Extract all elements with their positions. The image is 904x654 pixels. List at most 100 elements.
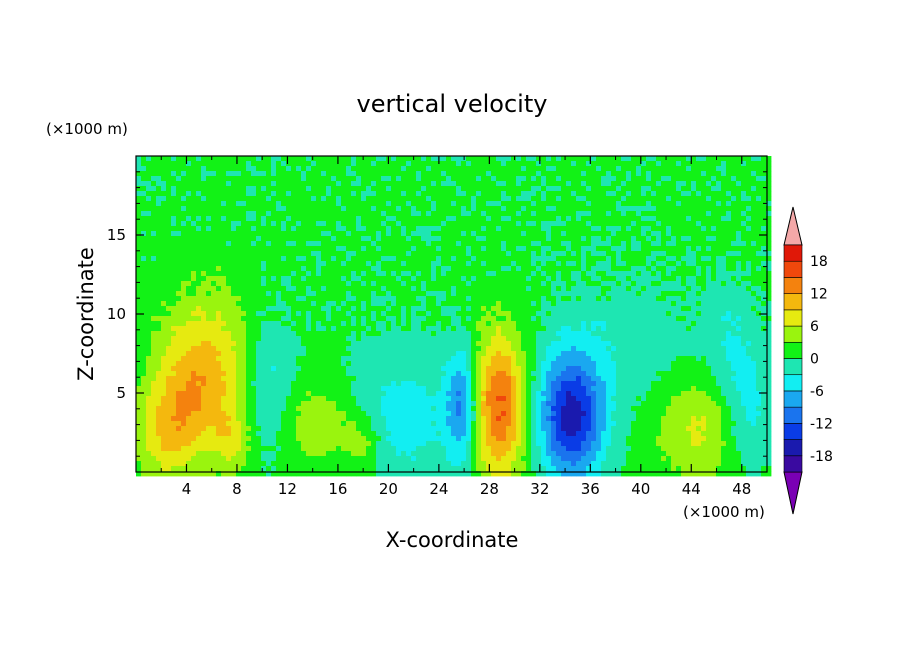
contour-cell [531, 341, 537, 347]
contour-cell [326, 346, 332, 352]
contour-cell [191, 226, 197, 232]
contour-cell [601, 331, 607, 337]
contour-cell [626, 336, 632, 342]
contour-cell [341, 171, 347, 177]
contour-cell [226, 201, 232, 207]
contour-cell [161, 311, 167, 317]
contour-cell [151, 246, 157, 252]
contour-cell [566, 276, 572, 282]
contour-cell [426, 281, 432, 287]
contour-cell [446, 296, 452, 302]
contour-cell [426, 176, 432, 182]
contour-cell [431, 291, 437, 297]
contour-cell [281, 236, 287, 242]
contour-cell [166, 241, 172, 247]
contour-cell [601, 261, 607, 267]
contour-cell [481, 206, 487, 212]
contour-cell [576, 281, 582, 287]
contour-cell [766, 256, 772, 262]
contour-cell [471, 216, 477, 222]
contour-cell [316, 321, 322, 327]
contour-cell [376, 301, 382, 307]
contour-cell [141, 291, 147, 297]
contour-cell [321, 286, 327, 292]
contour-cell [641, 341, 647, 347]
contour-cell [461, 161, 467, 167]
contour-cell [426, 166, 432, 172]
contour-cell [351, 226, 357, 232]
contour-cell [306, 186, 312, 192]
contour-cell [331, 211, 337, 217]
contour-cell [171, 236, 177, 242]
contour-cell [211, 276, 217, 282]
contour-cell [156, 181, 162, 187]
contour-cell [676, 161, 682, 167]
contour-cell [266, 241, 272, 247]
contour-cell [436, 171, 442, 177]
contour-cell [641, 326, 647, 332]
contour-cell [731, 266, 737, 272]
contour-cell [336, 346, 342, 352]
contour-cell [601, 181, 607, 187]
contour-cell [176, 171, 182, 177]
contour-cell [686, 191, 692, 197]
contour-cell [286, 181, 292, 187]
contour-cell [641, 291, 647, 297]
contour-cell [381, 166, 387, 172]
contour-cell [506, 331, 512, 337]
contour-cell [421, 156, 427, 162]
contour-cell [141, 156, 147, 162]
contour-cell [221, 226, 227, 232]
contour-cell [646, 256, 652, 262]
contour-cell [241, 271, 247, 277]
contour-cell [411, 236, 417, 242]
contour-cell [496, 346, 502, 352]
contour-cell [276, 321, 282, 327]
contour-cell [691, 246, 697, 252]
contour-cell [271, 341, 277, 347]
contour-cell [206, 241, 212, 247]
contour-cell [596, 296, 602, 302]
contour-cell [256, 216, 262, 222]
contour-cell [286, 161, 292, 167]
contour-cell [756, 276, 762, 282]
contour-cell [661, 256, 667, 262]
contour-cell [266, 311, 272, 317]
contour-cell [196, 211, 202, 217]
contour-cell [406, 186, 412, 192]
contour-cell [206, 276, 212, 282]
contour-cell [321, 211, 327, 217]
contour-cell [546, 221, 552, 227]
contour-cell [366, 226, 372, 232]
contour-cell [466, 226, 472, 232]
contour-cell [171, 241, 177, 247]
contour-cell [406, 156, 412, 162]
contour-cell [241, 176, 247, 182]
contour-cell [216, 336, 222, 342]
contour-cell [256, 196, 262, 202]
contour-cell [316, 231, 322, 237]
contour-cell [526, 261, 532, 267]
contour-cell [136, 351, 142, 357]
contour-cell [701, 326, 707, 332]
contour-cell [261, 341, 267, 347]
contour-cell [671, 291, 677, 297]
contour-cell [511, 276, 517, 282]
contour-cell [591, 346, 597, 352]
contour-cell [746, 321, 752, 327]
contour-cell [661, 171, 667, 177]
contour-cell [676, 181, 682, 187]
contour-cell [701, 346, 707, 352]
contour-cell [516, 246, 522, 252]
contour-cell [526, 156, 532, 162]
contour-cell [241, 266, 247, 272]
contour-cell [316, 216, 322, 222]
contour-cell [286, 286, 292, 292]
contour-cell [736, 201, 742, 207]
contour-cell [436, 196, 442, 202]
contour-cell [586, 156, 592, 162]
contour-cell [331, 226, 337, 232]
contour-cell [351, 336, 357, 342]
contour-cell [246, 181, 252, 187]
contour-cell [716, 261, 722, 267]
